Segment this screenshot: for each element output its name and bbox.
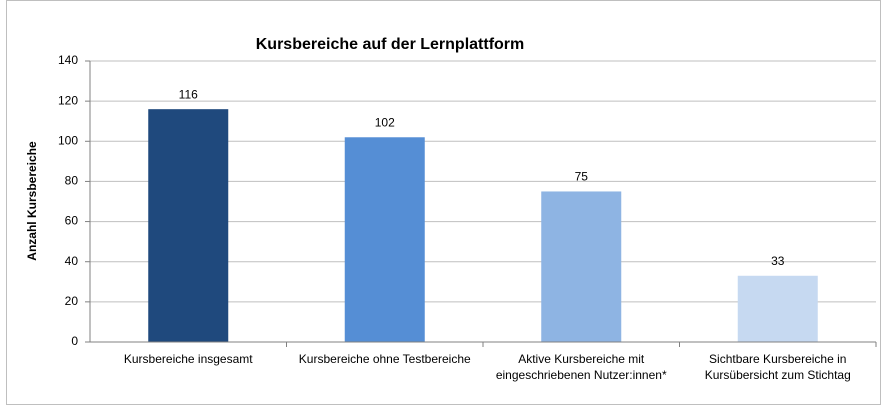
y-tick-label: 100: [58, 133, 78, 147]
data-label: 33: [771, 254, 785, 268]
y-axis-label: Anzahl Kursbereiche: [25, 141, 39, 261]
chart-title: Kursbereiche auf der Lernplattform: [256, 36, 525, 53]
bar: [344, 137, 425, 342]
y-tick-label: 120: [58, 93, 78, 107]
y-tick-label: 80: [65, 174, 79, 188]
y-tick-label: 20: [65, 294, 79, 308]
y-tick-label: 140: [58, 53, 78, 67]
y-tick-label: 0: [71, 334, 78, 348]
bar: [737, 275, 818, 342]
data-label: 116: [179, 87, 198, 101]
x-tick-label: Sichtbare Kursbereiche in Kursübersicht …: [704, 352, 851, 382]
x-tick-label: Kursbereiche ohne Testbereiche: [298, 352, 471, 366]
bar: [148, 109, 229, 343]
x-tick-label: Kursbereiche insgesamt: [123, 352, 253, 366]
x-tick-label: Aktive Kursbereiche mit eingeschriebenen…: [495, 352, 667, 382]
bar: [541, 191, 622, 342]
y-tick-label: 40: [65, 254, 79, 268]
data-label: 75: [575, 170, 589, 184]
data-label: 102: [375, 115, 395, 129]
y-tick-label: 60: [65, 214, 79, 228]
